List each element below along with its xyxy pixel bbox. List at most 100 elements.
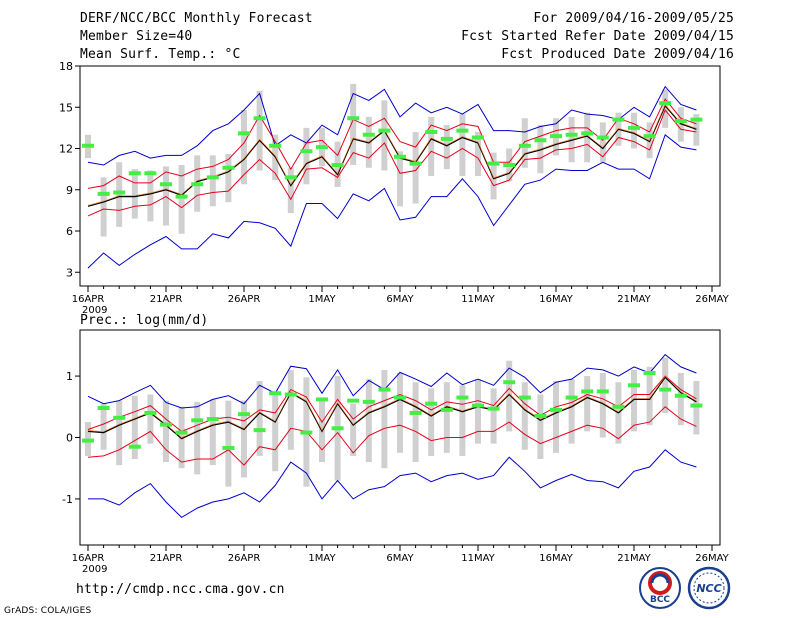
prec-spread-box (209, 399, 216, 466)
prec-spread-box (506, 360, 513, 432)
prec-spread-box (365, 379, 372, 463)
temp-xtick-label: 26MAY (695, 294, 729, 305)
temp-spread-box (397, 151, 403, 207)
prec-observed-marker (175, 430, 188, 435)
prec-p10-line (87, 406, 697, 466)
prec-spread-box (116, 400, 123, 466)
temp-spread-box (350, 83, 357, 165)
prec-observed-marker (222, 445, 235, 450)
temp-ytick-label: 9 (66, 184, 73, 197)
temp-xtick-label: 21APR (150, 294, 183, 305)
temp-observed-marker (643, 134, 656, 139)
prec-spread-box (677, 373, 684, 426)
temp-observed-marker (160, 182, 172, 187)
temp-observed-marker (284, 175, 297, 180)
bcc-logo-text: BCC (650, 595, 670, 605)
temp-ctrl-line (87, 104, 697, 206)
prec-spread-box (147, 394, 154, 444)
temp-p90-line (87, 98, 697, 189)
prec-observed-marker (518, 395, 531, 400)
temp-observed-marker (191, 182, 204, 187)
prec-spread-box (412, 382, 419, 463)
prec-ctrl-line (87, 375, 697, 439)
prec-observed-marker (487, 406, 500, 411)
temp-spread-box (475, 132, 481, 176)
temp-p10-line (87, 109, 697, 217)
temp-spread-box (100, 177, 107, 237)
prec-observed-marker (612, 404, 625, 409)
prec-observed-marker (128, 444, 141, 449)
prec-observed-marker (269, 391, 282, 396)
prec-observed-marker (674, 393, 687, 398)
temp-spread-box (131, 169, 138, 219)
temp-xtick-label: 26APR (228, 294, 261, 305)
temp-xtick-label: 16APR (72, 294, 105, 305)
prec-spread-box (568, 379, 575, 444)
temp-spread-box (163, 166, 169, 226)
temp-observed-marker (113, 190, 126, 195)
temp-observed-marker (487, 161, 500, 166)
prec-observed-marker (238, 412, 250, 417)
temp-observed-marker (472, 135, 484, 140)
prec-spread-box (646, 366, 653, 426)
temp-observed-marker (175, 194, 188, 199)
temp-observed-marker (440, 136, 453, 141)
prec-spread-box (163, 400, 169, 463)
header-forecast-period: For 2009/04/16-2009/05/25 (533, 11, 734, 26)
prec-observed-marker (253, 428, 266, 433)
precip-panel-title: Prec.: log(mm/d) (80, 313, 209, 328)
prec-observed-marker (362, 399, 375, 404)
temp-spread-box (677, 107, 684, 142)
prec-spread-box (272, 394, 279, 472)
temp-spread-box (584, 112, 591, 163)
prec-year-label: 2009 (82, 564, 107, 575)
temp-spread-box (116, 162, 123, 227)
temp-ytick-label: 3 (66, 266, 73, 279)
footer-url[interactable]: http://cmdp.ncc.cma.gov.cn (76, 582, 285, 597)
prec-ytick-label: -1 (62, 493, 73, 506)
prec-mean-line (87, 376, 697, 440)
temp-ytick-label: 15 (59, 101, 73, 114)
temp-observed-marker (456, 128, 469, 133)
temp-spread-box (241, 110, 247, 185)
temp-spread-box (381, 100, 388, 171)
prec-p90-line (87, 375, 697, 432)
temp-observed-marker (253, 116, 266, 121)
prec-ytick-label: 0 (66, 432, 73, 445)
prec-spread-box (475, 379, 481, 444)
temp-spread-box (287, 167, 294, 214)
ncc-logo-text: NCC (696, 582, 721, 595)
temp-observed-marker (362, 132, 375, 137)
temp-observed-marker (503, 163, 516, 167)
prec-spread-box (599, 373, 606, 438)
precipitation-chart: -1 0 1 16APR 21APR 26APR 1MAY 6MAY 11MAY 16MAY 21M… (62, 329, 730, 575)
prec-spread-box (443, 382, 450, 453)
temp-observed-marker (659, 101, 672, 106)
prec-observed-marker (284, 392, 297, 397)
footer-credit: GrADS: COLA/IGES (4, 606, 92, 616)
prec-spread-box (194, 401, 201, 475)
prec-spread-box (521, 382, 528, 450)
prec-spread-box (584, 376, 591, 432)
prec-spread-box (131, 395, 138, 459)
temp-observed-marker (534, 138, 547, 143)
temp-observed-marker (222, 165, 235, 170)
temp-observed-marker (565, 132, 578, 137)
prec-spread-box (662, 357, 669, 413)
temp-min-line (87, 133, 697, 269)
temp-ytick-label: 18 (59, 60, 73, 73)
prec-xtick-label: 21MAY (617, 553, 651, 564)
prec-spread-box (693, 380, 700, 435)
prec-observed-marker (300, 430, 313, 435)
prec-observed-marker (472, 403, 484, 408)
temp-observed-marker (144, 171, 157, 176)
prec-observed-marker (316, 397, 328, 402)
temp-spread-box (459, 114, 466, 176)
prec-observed-marker (456, 395, 469, 400)
prec-xtick-label: 11MAY (461, 553, 495, 564)
prec-ytick-label: 1 (66, 370, 73, 383)
temp-observed-marker (425, 130, 438, 134)
prec-xtick-label: 26APR (228, 553, 261, 564)
prec-spread-box (631, 369, 637, 432)
prec-observed-marker (394, 395, 406, 400)
